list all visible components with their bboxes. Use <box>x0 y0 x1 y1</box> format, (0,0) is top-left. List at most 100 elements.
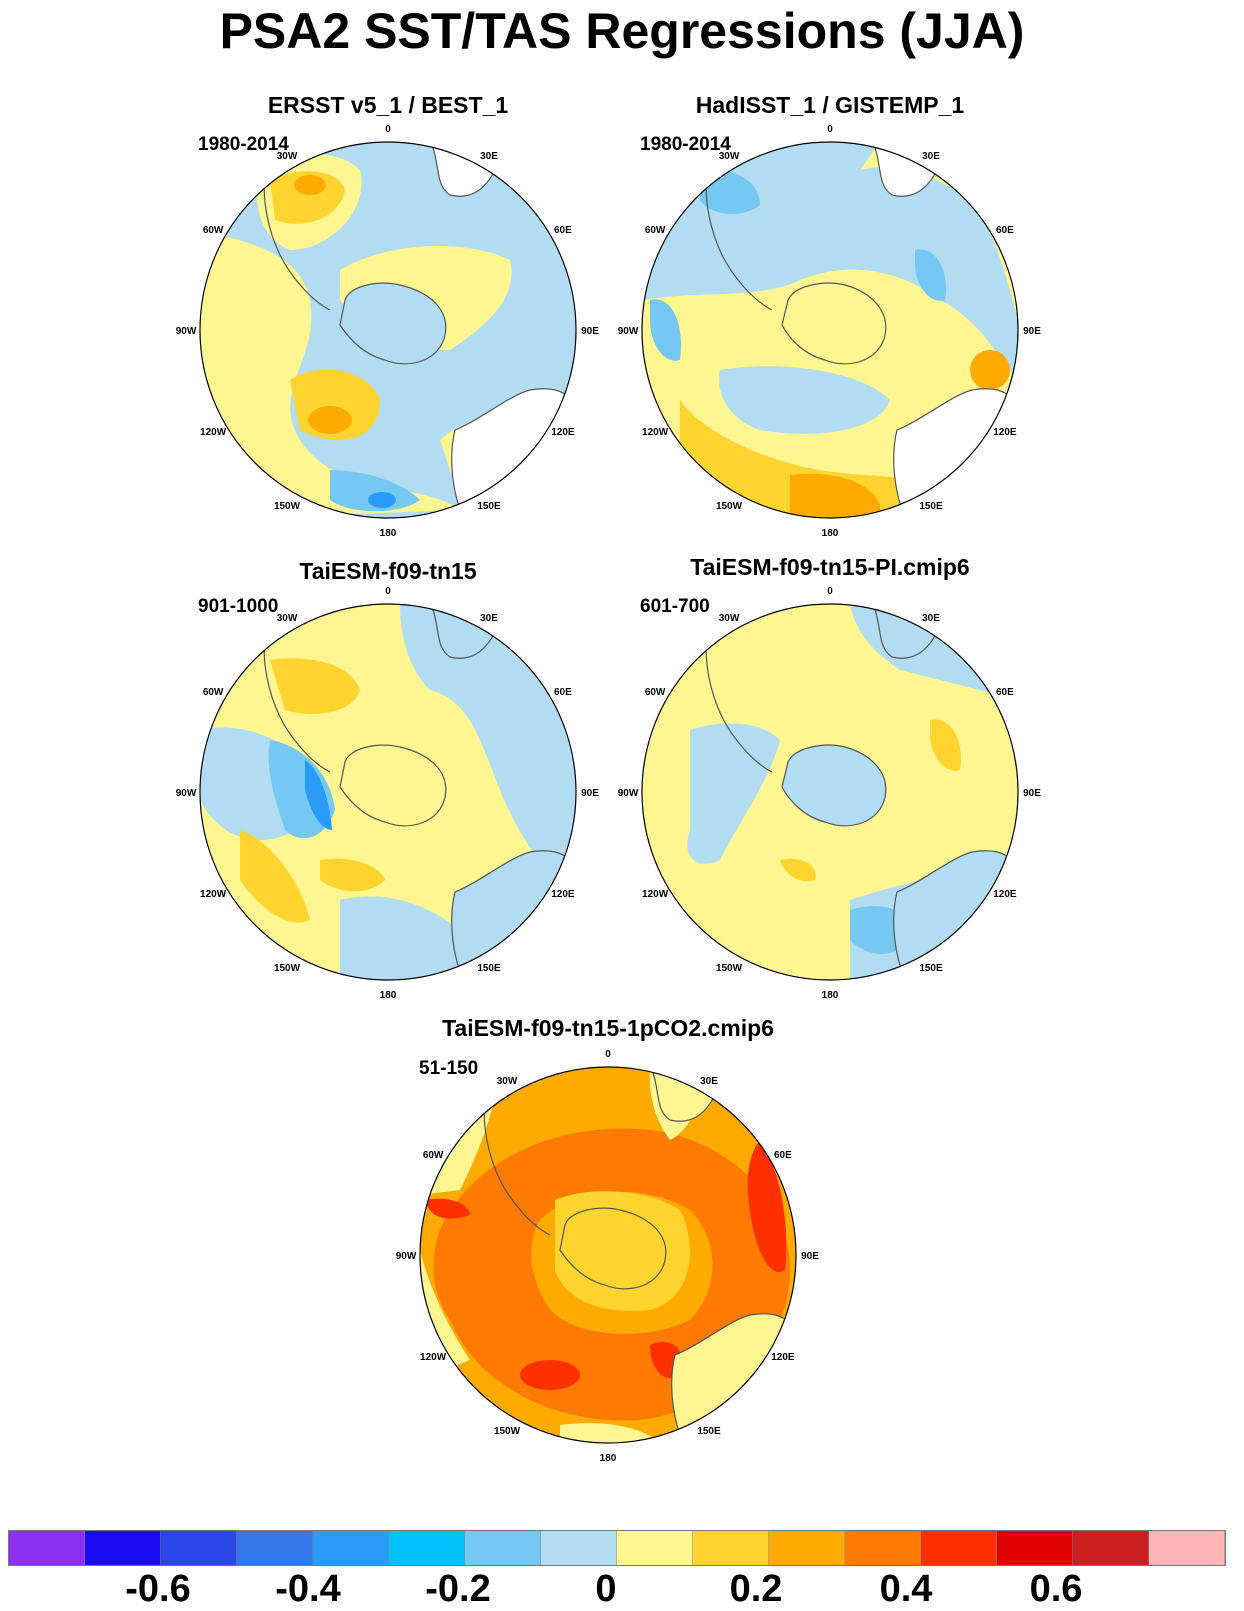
longitude-label: 60W <box>423 1150 444 1161</box>
longitude-label: 30W <box>497 1076 518 1087</box>
longitude-label: 150E <box>477 501 501 512</box>
warm-anomaly-region <box>320 858 385 892</box>
colorbar-swatch <box>845 1531 921 1565</box>
longitude-label: 120E <box>551 889 575 900</box>
period-2: 1980-2014 <box>640 134 731 155</box>
strong-warm-anomaly <box>790 473 880 518</box>
longitude-label: 30W <box>277 613 298 624</box>
longitude-label: 30E <box>922 613 940 624</box>
longitude-label: 60E <box>774 1150 792 1161</box>
longitude-label: 30E <box>700 1076 718 1087</box>
longitude-label: 30W <box>277 151 298 162</box>
longitude-label: 90W <box>618 788 639 799</box>
warm-anomaly-region <box>780 858 816 882</box>
longitude-label: 60W <box>203 687 224 698</box>
longitude-label: 120E <box>771 1352 795 1363</box>
colorbar-tick-label: -0.6 <box>125 1568 191 1610</box>
longitude-label: 0 <box>605 1049 611 1060</box>
panel-title-5: TaiESM-f09-tn15-1pCO2.cmip6 <box>442 1015 774 1041</box>
antarctica-outline <box>781 282 887 365</box>
longitude-label: 120W <box>420 1352 447 1363</box>
longitude-label: 60E <box>996 687 1014 698</box>
longitude-label: 90W <box>176 788 197 799</box>
period-5: 51-150 <box>419 1058 479 1079</box>
longitude-label: 60E <box>996 225 1014 236</box>
longitude-label: 90W <box>176 326 197 337</box>
antarctica-outline <box>339 744 447 827</box>
warm-anomaly-region <box>270 658 360 714</box>
cool-anomaly-region <box>400 604 576 900</box>
longitude-label: 90E <box>1023 788 1041 799</box>
cool-anomaly-region <box>719 366 890 434</box>
longitude-label: 150E <box>919 501 943 512</box>
colorbar-swatch <box>541 1531 617 1565</box>
map-panel-2 <box>642 142 1018 518</box>
longitude-label: 0 <box>827 124 833 135</box>
longitude-label: 60W <box>645 225 666 236</box>
period-1: 1980-2014 <box>198 134 289 155</box>
longitude-label: 90E <box>581 788 599 799</box>
colorbar-swatch <box>389 1531 465 1565</box>
longitude-label: 120W <box>642 427 669 438</box>
longitude-label: 180 <box>380 990 397 1001</box>
longitude-label: 60W <box>645 687 666 698</box>
longitude-label: 150W <box>274 501 301 512</box>
longitude-label: 150E <box>919 963 943 974</box>
longitude-label: 120W <box>642 889 669 900</box>
colorbar-swatch <box>465 1531 541 1565</box>
longitude-label: 120E <box>551 427 575 438</box>
strong-warm-anomaly <box>294 175 326 195</box>
colorbar-swatch <box>997 1531 1073 1565</box>
longitude-label: 90E <box>581 326 599 337</box>
colorbar-swatch <box>1149 1531 1225 1565</box>
antarctica-outline <box>339 282 447 365</box>
longitude-label: 30E <box>922 151 940 162</box>
longitude-label: 30W <box>719 151 740 162</box>
map-panel-4 <box>642 604 1018 980</box>
longitude-label: 0 <box>827 586 833 597</box>
main-title: PSA2 SST/TAS Regressions (JJA) <box>219 3 1025 59</box>
positive-anomaly-region <box>560 1423 660 1443</box>
longitude-label: 180 <box>600 1453 617 1464</box>
longitude-label: 30W <box>719 613 740 624</box>
longitude-label: 120E <box>993 889 1017 900</box>
longitude-label: 60E <box>554 687 572 698</box>
cool-anomaly-region <box>915 249 946 301</box>
warm-anomaly-region <box>240 830 310 923</box>
longitude-label: 30E <box>480 151 498 162</box>
colorbar-tick-label: 0.4 <box>879 1568 933 1610</box>
antarctica-outline <box>781 744 887 827</box>
longitude-label: 120E <box>993 427 1017 438</box>
warm-anomaly-region <box>270 171 345 224</box>
map-border-5 <box>419 1066 797 1444</box>
south-america-outline <box>705 636 773 773</box>
panel-title-2: HadISST_1 / GISTEMP_1 <box>695 92 965 118</box>
strong-warm-anomaly <box>308 406 352 434</box>
colorbar-tick-label: -0.4 <box>275 1568 341 1610</box>
colorbar-tick-label: 0.6 <box>1029 1568 1083 1610</box>
longitude-label: 0 <box>385 586 391 597</box>
longitude-label: 60E <box>554 225 572 236</box>
longitude-label: 90W <box>618 326 639 337</box>
longitude-label: 120W <box>200 889 227 900</box>
colorbar-swatch <box>921 1531 997 1565</box>
colorbar-swatch <box>769 1531 845 1565</box>
map-panel-3 <box>200 604 576 980</box>
longitude-label: 90W <box>396 1251 417 1262</box>
map-panel-1 <box>200 142 576 518</box>
colorbar-swatch <box>1073 1531 1149 1565</box>
map-border-3 <box>199 603 577 981</box>
colorbar <box>8 1530 1226 1566</box>
longitude-label: 150W <box>716 963 743 974</box>
very-strong-anomaly <box>520 1360 580 1390</box>
map-border-2 <box>641 141 1019 519</box>
longitude-label: 30E <box>480 613 498 624</box>
warm-anomaly-region <box>680 400 940 518</box>
colorbar-tick-label: 0 <box>595 1568 617 1610</box>
colorbar-tick-label: -0.2 <box>425 1568 491 1610</box>
longitude-label: 180 <box>822 990 839 1001</box>
longitude-label: 180 <box>380 528 397 539</box>
panel-title-3: TaiESM-f09-tn15 <box>299 558 477 584</box>
colorbar-swatch <box>237 1531 313 1565</box>
